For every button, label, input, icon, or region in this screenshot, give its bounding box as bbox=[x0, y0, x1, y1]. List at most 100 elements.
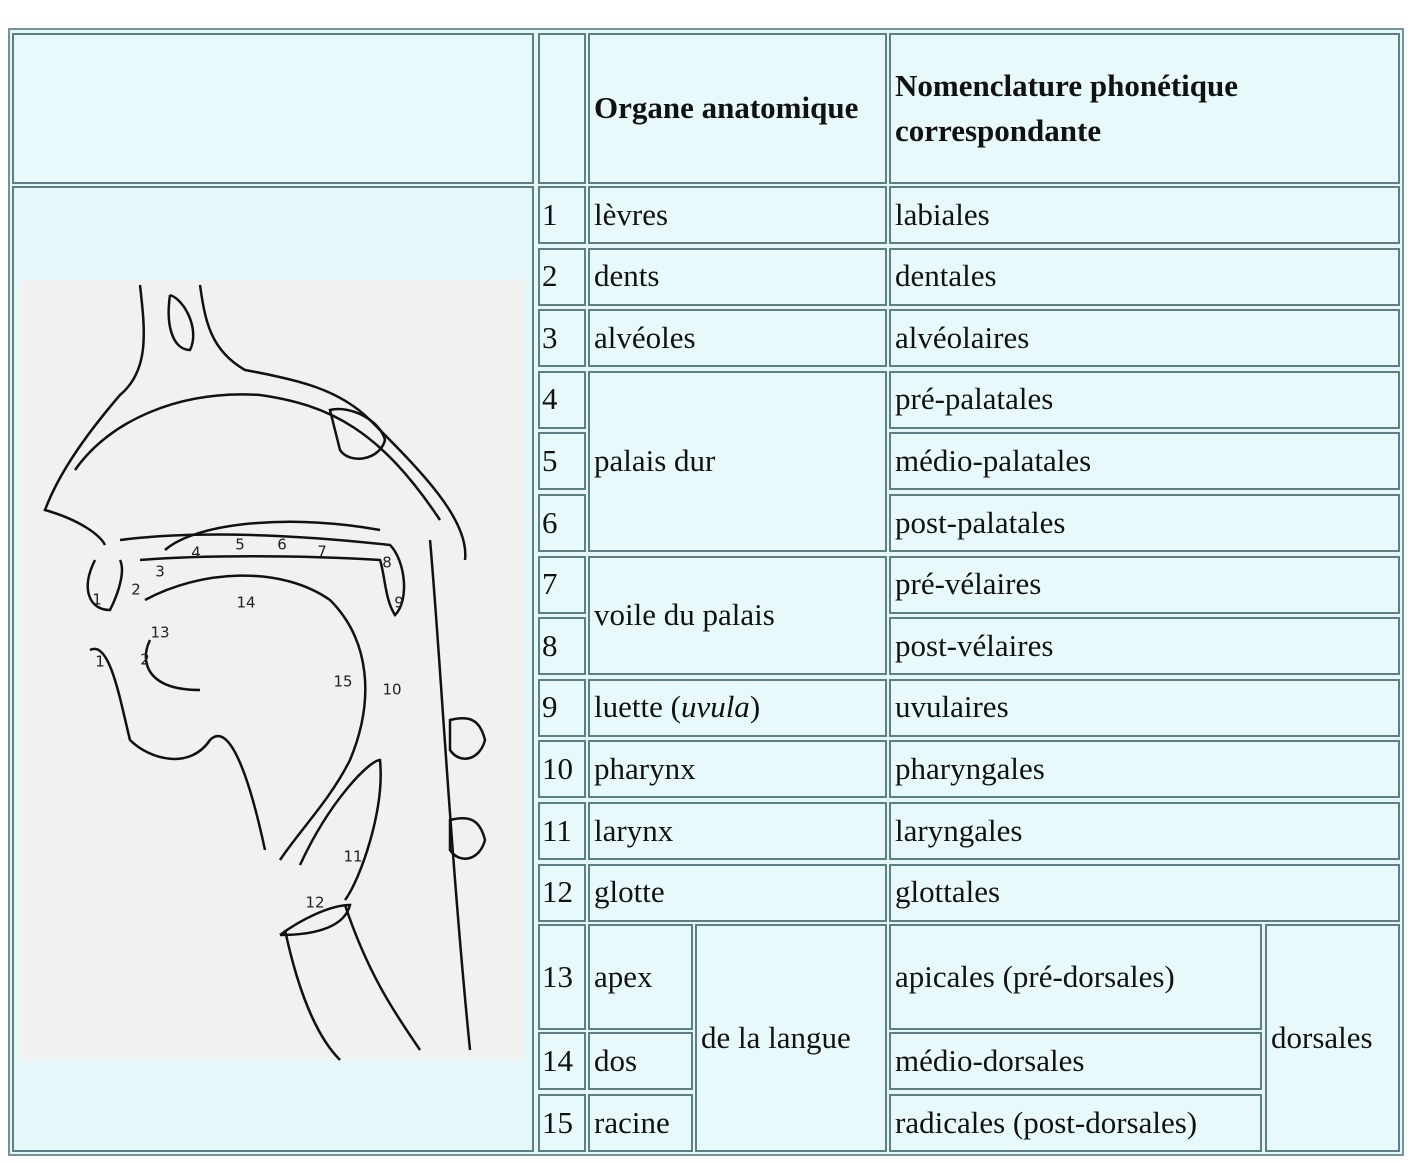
cell-text: lèvres bbox=[594, 196, 669, 232]
cell-text: 9 bbox=[542, 689, 558, 725]
cell-text: alvéolaires bbox=[895, 319, 1030, 355]
row-number: 1 bbox=[538, 186, 586, 244]
diagram-label: 2 bbox=[140, 651, 150, 669]
nomenclature-cell: radicales (post-dorsales) bbox=[889, 1094, 1262, 1152]
diagram-label: 14 bbox=[236, 594, 255, 612]
cell-text: 11 bbox=[542, 812, 572, 848]
organ-cell: voile du palais bbox=[588, 555, 887, 676]
cell-text: 12 bbox=[542, 874, 573, 910]
anatomy-outline bbox=[343, 904, 422, 1051]
cell-text: glotte bbox=[594, 874, 665, 910]
diagram-label: 9 bbox=[394, 594, 404, 612]
diagram-label: 13 bbox=[150, 624, 169, 642]
organ-cell: de la langue bbox=[695, 924, 887, 1152]
cell-text: glottales bbox=[895, 874, 1001, 910]
cell-text: pharyngales bbox=[895, 750, 1045, 786]
anatomy-outline bbox=[448, 716, 487, 760]
cell-text: 2 bbox=[542, 258, 558, 294]
diagram-label: 8 bbox=[382, 554, 392, 572]
diagram-cell: 1 2 3 4 5 6 7 8 9 1 2 13 14 15 10 11 12 bbox=[12, 186, 534, 1152]
row-number: 9 bbox=[538, 678, 586, 737]
anatomy-outline bbox=[144, 574, 367, 861]
row-number: 11 bbox=[538, 802, 586, 860]
cell-text: voile du palais bbox=[594, 596, 775, 632]
anatomy-outline bbox=[328, 407, 387, 460]
nomenclature-cell: apicales (pré-dorsales) bbox=[889, 924, 1262, 1030]
row-number: 12 bbox=[538, 863, 586, 922]
row-number: 8 bbox=[538, 617, 586, 676]
diagram-label: 5 bbox=[235, 536, 245, 554]
anatomy-outline bbox=[298, 758, 382, 901]
anatomy-outline bbox=[144, 639, 201, 692]
cell-text: laryngales bbox=[895, 812, 1023, 848]
row-number: 14 bbox=[538, 1032, 586, 1090]
cell-text: dentales bbox=[895, 258, 997, 294]
anatomy-outline bbox=[86, 559, 124, 612]
organ-cell: luette (uvula) bbox=[588, 678, 887, 737]
cell-text: de la langue bbox=[701, 1019, 851, 1055]
cell-text: pré-vélaires bbox=[895, 566, 1042, 602]
diagram-label: 11 bbox=[343, 848, 362, 866]
cell-text: 6 bbox=[542, 504, 558, 540]
cell-text: apex bbox=[594, 958, 653, 994]
cell-text: médio-palatales bbox=[895, 442, 1092, 478]
cell-text: 3 bbox=[542, 319, 558, 355]
cell-text: post-palatales bbox=[895, 504, 1066, 540]
cell-text: 14 bbox=[542, 1042, 573, 1078]
cell-text: dos bbox=[594, 1042, 638, 1078]
cell-text: 7 bbox=[542, 566, 558, 602]
nomenclature-cell: laryngales bbox=[889, 802, 1400, 860]
text: luette ( bbox=[594, 689, 681, 725]
diagram-label: 1 bbox=[95, 653, 105, 671]
nomenclature-cell: médio-palatales bbox=[889, 432, 1400, 491]
organ-cell: alvéoles bbox=[588, 309, 887, 368]
row-number: 15 bbox=[538, 1094, 586, 1152]
italic-text: uvula bbox=[680, 689, 750, 725]
anatomy-outline bbox=[279, 903, 352, 937]
cell-text: médio-dorsales bbox=[895, 1042, 1085, 1078]
organ-cell: lèvres bbox=[588, 186, 887, 244]
organ-cell: glotte bbox=[588, 863, 887, 922]
diagram-label: 4 bbox=[191, 544, 201, 562]
cell-text: Nomenclature phonétique correspondante bbox=[895, 67, 1239, 148]
cell-text: pré-palatales bbox=[895, 381, 1054, 417]
nomenclature-cell: post-palatales bbox=[889, 494, 1400, 552]
cell-text: luette (uvula) bbox=[594, 685, 760, 730]
cell-text: racine bbox=[594, 1104, 670, 1140]
cell-text: post-vélaires bbox=[895, 627, 1054, 663]
nomenclature-cell: pré-vélaires bbox=[889, 555, 1400, 614]
anatomy-outline bbox=[119, 533, 406, 617]
organ-cell: palais dur bbox=[588, 370, 887, 552]
nomenclature-cell: glottales bbox=[889, 863, 1400, 922]
cell-text: palais dur bbox=[594, 442, 716, 478]
cell-text: dents bbox=[594, 258, 660, 294]
row-number: 4 bbox=[538, 370, 586, 429]
nomenclature-cell: alvéolaires bbox=[889, 309, 1400, 368]
nomenclature-cell: labiales bbox=[889, 186, 1400, 244]
diagram-label: 6 bbox=[277, 536, 287, 554]
cell-text: dorsales bbox=[1271, 1019, 1373, 1055]
cell-text: labiales bbox=[895, 196, 990, 232]
row-number: 2 bbox=[538, 247, 586, 306]
diagram-label: 15 bbox=[333, 673, 352, 691]
cell-text: uvulaires bbox=[895, 689, 1009, 725]
header-organ: Organe anatomique bbox=[588, 33, 887, 184]
diagram-label: 10 bbox=[382, 681, 401, 699]
header-number bbox=[538, 33, 586, 184]
anatomy-outline bbox=[43, 284, 145, 546]
anatomy-outline bbox=[448, 816, 487, 860]
cell-text: pharynx bbox=[594, 750, 696, 786]
cell-text: 4 bbox=[542, 381, 558, 417]
cell-text: 10 bbox=[542, 750, 573, 786]
cell-text: 5 bbox=[542, 442, 558, 478]
nomenclature-cell: pharyngales bbox=[889, 740, 1400, 799]
organ-cell: racine bbox=[588, 1094, 693, 1152]
cell-text: 8 bbox=[542, 627, 558, 663]
organ-cell: apex bbox=[588, 924, 693, 1030]
nomenclature-cell: dentales bbox=[889, 247, 1400, 306]
anatomy-outline bbox=[167, 293, 195, 352]
cell-text: 1 bbox=[542, 196, 558, 232]
anatomy-outline bbox=[73, 393, 442, 521]
